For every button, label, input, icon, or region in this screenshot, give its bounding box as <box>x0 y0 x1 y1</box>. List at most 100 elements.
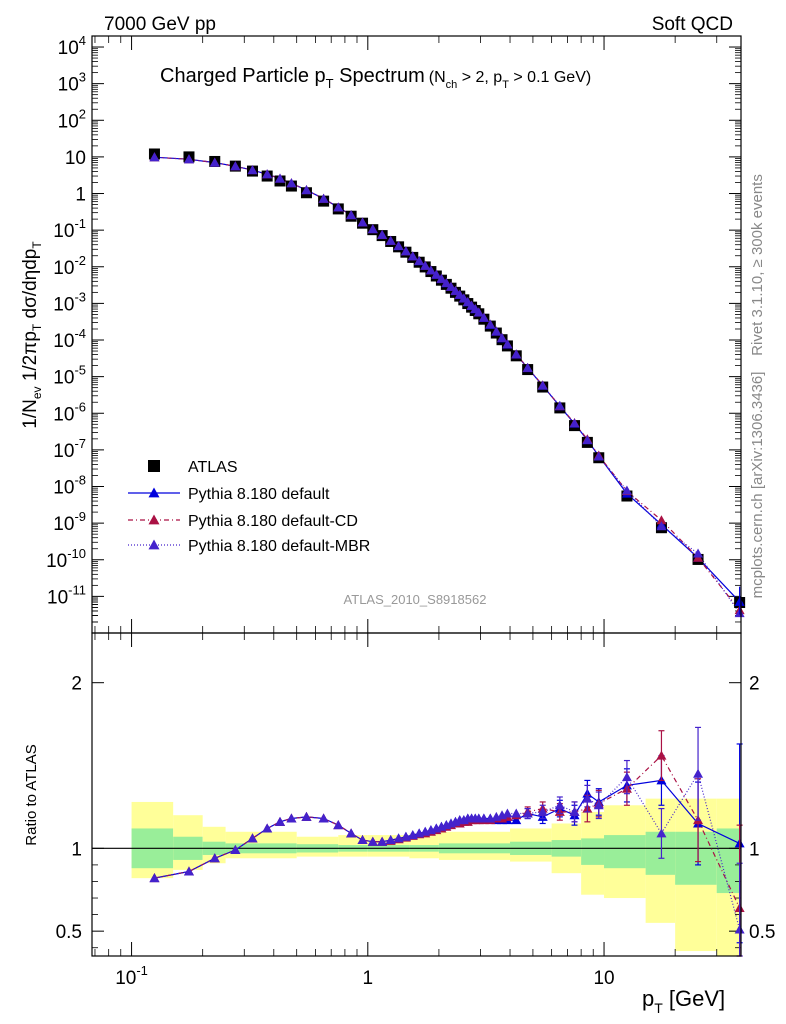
ratio-point-pythia-8-180-default-mbr <box>734 924 745 934</box>
main-ytick-label: 10-1 <box>53 216 86 242</box>
ratio-point-pythia-8-180-default-mbr <box>301 811 312 821</box>
main-ytick-label: 10-10 <box>46 546 86 572</box>
main-point-pythia-8-180-default-mbr <box>554 400 565 410</box>
legend-label-pythia-8-180-default-cd: Pythia 8.180 default-CD <box>188 513 358 530</box>
main-point-pythia-8-180-default-mbr <box>377 229 388 239</box>
main-point-pythia-8-180-default-mbr <box>333 202 344 212</box>
ratio-point-pythia-8-180-default-mbr <box>569 806 580 816</box>
ratio-xtick-label: 1 <box>363 968 374 989</box>
analysis-label: ATLAS_2010_S8918562 <box>344 592 487 607</box>
legend-marker-pythia-8-180-default <box>148 487 160 498</box>
main-point-pythia-8-180-default-mbr <box>491 326 502 336</box>
main-ytick-label: 10-6 <box>53 399 86 425</box>
main-line-pythia-8-180-default <box>154 156 741 603</box>
main-point-pythia-8-180-default-mbr <box>230 161 241 171</box>
ratio-point-pythia-8-180-default-mbr <box>522 808 533 818</box>
ratio-ytick-label-right: 1 <box>749 839 760 860</box>
main-point-pythia-8-180-default-mbr <box>473 307 484 317</box>
main-point-pythia-8-180-default-mbr <box>425 265 436 275</box>
main-point-pythia-8-180-default-mbr <box>621 485 632 495</box>
main-point-pythia-8-180-default-mbr <box>414 255 425 265</box>
main-point-pythia-8-180-default-mbr <box>502 339 513 349</box>
ratio-point-pythia-8-180-default-mbr <box>582 793 593 803</box>
main-point-pythia-8-180-default-mbr <box>497 332 508 342</box>
ratio-xtick-label: 10 <box>593 968 614 989</box>
ratio-point-pythia-8-180-default-mbr <box>593 800 604 810</box>
main-point-pythia-8-180-default-mbr <box>445 281 456 291</box>
ratio-point-pythia-8-180-default-mbr <box>377 836 388 846</box>
ratio-point-pythia-8-180-default-mbr <box>333 820 344 830</box>
main-point-pythia-8-180-default-mbr <box>286 178 297 188</box>
main-point-pythia-8-180-default-mbr <box>485 319 496 329</box>
ratio-point-pythia-8-180-default-mbr <box>318 813 329 823</box>
main-ylabel: 1/Nev 1/2πpT dσ/dηdpT <box>20 241 44 429</box>
main-point-pythia-8-180-default-mbr <box>262 169 273 179</box>
legend-label-pythia-8-180-default: Pythia 8.180 default <box>188 486 330 503</box>
mcplots-reference-label: mcplots.cern.ch [arXiv:1306.3436] <box>749 372 766 599</box>
ratio-ytick-label: 2 <box>71 674 82 695</box>
main-point-pythia-8-180-default-mbr <box>522 362 533 372</box>
ratio-uncertainty-bands <box>131 798 741 956</box>
ratio-panel-frame <box>91 632 742 957</box>
legend-label-atlas: ATLAS <box>188 459 238 476</box>
main-series-layer <box>148 148 746 618</box>
ratio-point-pythia-8-180-default-mbr <box>209 853 220 863</box>
legend-marker-pythia-8-180-default-cd <box>148 514 160 525</box>
main-ytick-label: 10-9 <box>53 509 86 535</box>
ratio-point-pythia-8-180-default-mbr <box>367 836 378 846</box>
main-point-pythia-8-180-default-mbr <box>450 285 461 295</box>
ratio-ytick-label-right: 0.5 <box>749 922 775 943</box>
main-point-pythia-8-180-default-mbr <box>149 152 160 162</box>
ratio-point-pythia-8-180-default-mbr <box>502 808 513 818</box>
main-point-pythia-8-180-default-mbr <box>537 380 548 390</box>
main-point-pythia-8-180-default-mbr <box>582 435 593 445</box>
legend-marker-pythia-8-180-default-mbr <box>148 539 160 550</box>
ratio-point-pythia-8-180-default-mbr <box>286 813 297 823</box>
ratio-point-pythia-8-180-default-mbr <box>693 768 704 778</box>
main-point-pythia-8-180-default-mbr <box>247 165 258 175</box>
main-ytick-label: 10 <box>65 148 86 169</box>
main-point-pythia-8-180-default-mbr <box>511 349 522 359</box>
main-point-pythia-8-180-default-mbr <box>183 154 194 164</box>
main-ytick-label: 104 <box>58 33 86 59</box>
main-ytick-label: 102 <box>58 106 86 132</box>
ratio-point-pythia-8-180-default-mbr <box>393 833 404 843</box>
main-title: Charged Particle pT Spectrum (Nch > 2, pT… <box>160 65 591 91</box>
header-beam-label: 7000 GeV pp <box>104 14 216 35</box>
main-point-pythia-8-180-default-mbr <box>357 217 368 227</box>
ratio-point-pythia-8-180-default-cd <box>656 750 667 760</box>
main-point-pythia-8-180-default-mbr <box>275 173 286 183</box>
main-point-pythia-8-180-default-mbr <box>367 224 378 234</box>
main-ytick-label: 10-7 <box>53 436 86 462</box>
main-point-pythia-8-180-default-mbr <box>478 312 489 322</box>
main-ytick-label: 10-4 <box>53 326 86 352</box>
ratio-point-pythia-8-180-default-mbr <box>554 800 565 810</box>
main-point-pythia-8-180-default-cd <box>656 515 667 525</box>
ratio-point-pythia-8-180-default-mbr <box>478 813 489 823</box>
ratio-point-pythia-8-180-default-mbr <box>346 828 357 838</box>
ratio-band-inner <box>675 831 717 885</box>
ratio-point-pythia-8-180-default-mbr <box>511 808 522 818</box>
main-point-pythia-8-180-default-mbr <box>593 451 604 461</box>
ratio-point-pythia-8-180-default-mbr <box>537 806 548 816</box>
ratio-point-pythia-8-180-default-mbr <box>247 833 258 843</box>
main-point-pythia-8-180-default-mbr <box>693 548 704 558</box>
main-point-pythia-8-180-default-mbr <box>385 235 396 245</box>
ratio-point-pythia-8-180-default-mbr <box>230 844 241 854</box>
main-ytick-label: 10-3 <box>53 289 86 315</box>
main-ytick-label: 1 <box>75 185 86 206</box>
main-ytick-label: 10-2 <box>53 253 86 279</box>
main-point-pythia-8-180-default-mbr <box>441 278 452 288</box>
main-point-pythia-8-180-default-mbr <box>420 260 431 270</box>
main-point-pythia-8-180-default-mbr <box>301 185 312 195</box>
ratio-point-pythia-8-180-default-mbr <box>275 816 286 826</box>
main-ytick-label: 10-5 <box>53 363 86 389</box>
rivet-version-label: Rivet 3.1.10, ≥ 300k events <box>749 174 766 356</box>
main-point-pythia-8-180-default-mbr <box>407 251 418 261</box>
main-point-pythia-8-180-default-mbr <box>400 246 411 256</box>
ratio-point-pythia-8-180-default-mbr <box>621 772 632 782</box>
ratio-band-inner <box>604 835 646 869</box>
ratio-series-layer <box>149 726 745 957</box>
ratio-axes: 0.5 0.5 1 1 2 2 10-1 1 10 <box>56 633 775 989</box>
